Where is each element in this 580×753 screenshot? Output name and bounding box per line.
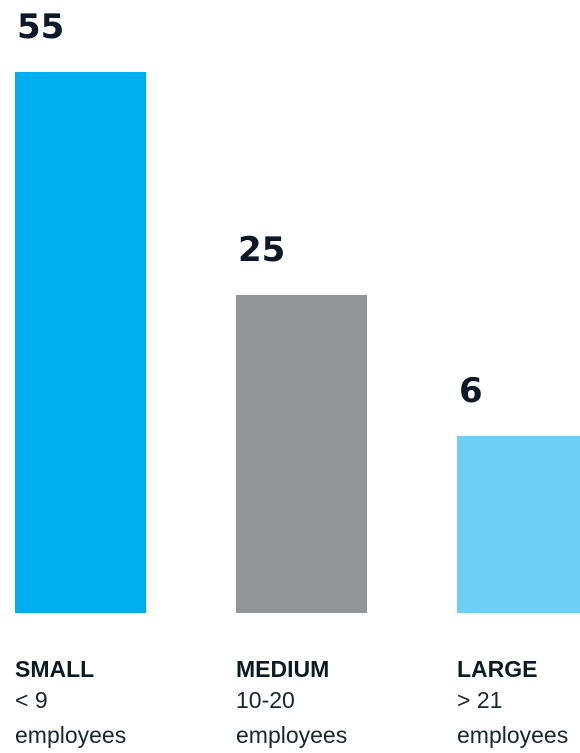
- value-label-small: 55: [17, 7, 65, 47]
- value-label-large: 6: [459, 371, 483, 411]
- bar-large: [457, 436, 580, 613]
- category-range-large: > 21: [457, 687, 503, 713]
- value-label-medium: 25: [238, 230, 286, 270]
- category-range-medium: 10-20: [236, 687, 295, 713]
- category-name-medium: MEDIUM: [236, 656, 330, 682]
- bar-small: [15, 72, 146, 613]
- category-label-small: SMALL < 9 employees: [15, 655, 126, 753]
- category-label-medium: MEDIUM 10-20 employees: [236, 655, 347, 753]
- category-unit-medium: employees: [236, 722, 348, 748]
- bar-medium: [236, 295, 367, 613]
- category-range-small: < 9: [15, 687, 48, 713]
- category-label-large: LARGE > 21 employees: [457, 655, 568, 753]
- category-name-large: LARGE: [457, 656, 538, 682]
- category-name-small: SMALL: [15, 656, 95, 682]
- category-unit-large: employees: [457, 722, 569, 748]
- category-unit-small: employees: [15, 722, 127, 748]
